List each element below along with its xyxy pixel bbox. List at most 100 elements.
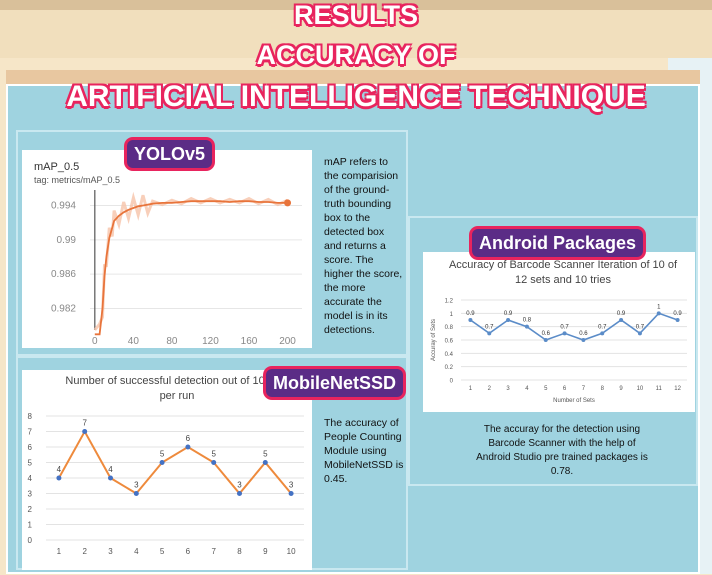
android-data-point — [487, 331, 492, 336]
yolo-label: YOLOv5 — [127, 140, 213, 168]
mobilenet-y-tick-label: 1 — [28, 521, 33, 530]
yolo-chart-title: mAP_0.5 — [34, 161, 79, 173]
android-data-point — [543, 338, 548, 342]
android-x-tick-label: 2 — [488, 386, 492, 392]
mobilenet-x-tick-label: 6 — [186, 547, 191, 556]
android-data-point — [619, 318, 624, 322]
mobilenet-data-point — [82, 429, 88, 434]
mobilenet-data-point — [133, 491, 139, 496]
mobilenet-data-label: 5 — [263, 450, 268, 459]
title-line-1: RESULTS — [293, 0, 418, 30]
mobilenet-chart-title: Number of successful detection out of 10… — [65, 375, 289, 402]
android-x-tick-label: 9 — [619, 386, 623, 392]
android-data-point — [581, 338, 586, 342]
yolo-smoothed-series — [94, 200, 288, 336]
background-stripe — [0, 0, 712, 10]
title-line-3: ARTIFICIAL INTELLIGENCE TECHNIQUE — [66, 80, 646, 113]
android-x-tick-label: 6 — [563, 386, 567, 392]
mobilenet-x-tick-label: 7 — [211, 547, 216, 556]
android-data-point — [656, 311, 661, 316]
android-data-label: 0.9 — [617, 311, 626, 317]
mobilenet-x-tick-label: 3 — [108, 547, 113, 556]
mobilenet-label: MobileNetSSD — [266, 369, 404, 397]
mobilenet-data-point — [56, 475, 62, 481]
android-x-tick-label: 11 — [656, 386, 663, 392]
android-y-tick-label: 0 — [450, 379, 454, 385]
android-data-label: 1 — [657, 304, 661, 310]
mobilenet-x-tick-label: 4 — [134, 547, 139, 556]
yolo-panel — [16, 130, 408, 356]
yolo-raw-series — [93, 191, 289, 331]
android-chart-title: Accuracy of Barcode Scanner Iteration of… — [448, 259, 678, 286]
mobilenet-x-tick-label: 8 — [237, 547, 242, 556]
android-x-tick-label: 12 — [674, 386, 681, 392]
mobilenet-y-tick-label: 5 — [28, 459, 33, 468]
android-chart-card: Accuracy of Barcode Scanner Iteration of… — [423, 252, 695, 412]
mobilenet-data-label: 5 — [160, 450, 165, 459]
mobilenet-y-tick-label: 8 — [28, 412, 33, 421]
android-data-label: 0.8 — [523, 318, 532, 324]
mobilenet-y-tick-label: 3 — [28, 490, 33, 499]
android-y-tick-label: 0.4 — [445, 352, 454, 358]
mobilenet-data-label: 3 — [134, 481, 139, 490]
mobilenet-y-tick-label: 7 — [28, 428, 33, 437]
mobilenet-description: The accuracy of People Counting Module u… — [324, 417, 404, 485]
mobilenet-data-label: 4 — [57, 465, 62, 474]
android-data-point — [600, 331, 605, 336]
android-y-tick-label: 1.2 — [445, 299, 454, 305]
yolo-x-tick-label: 120 — [202, 336, 219, 347]
android-label: Android Packages — [472, 229, 644, 257]
yolo-y-tick-label: 0.986 — [51, 269, 76, 280]
mobilenet-chart-card: Number of successful detection out of 10… — [22, 370, 312, 570]
android-x-tick-label: 10 — [637, 386, 644, 392]
yolo-y-tick-label: 0.982 — [51, 304, 76, 315]
mobilenet-data-label: 6 — [186, 434, 191, 443]
mobilenet-y-tick-label: 6 — [28, 443, 33, 452]
yolo-y-tick-label: 0.99 — [57, 235, 77, 246]
android-y-axis-label: Accuray of Sets — [431, 319, 437, 361]
android-data-point — [675, 318, 680, 322]
mobilenet-series-line — [58, 429, 292, 496]
mobilenet-data-label: 5 — [211, 450, 216, 459]
yolo-chart-card: mAP_0.5 tag: metrics/mAP_0.5 0.982 0.986 0… — [22, 150, 312, 348]
android-data-point — [468, 318, 473, 322]
android-data-label: 0.9 — [466, 311, 475, 317]
yolo-chart-subtitle: tag: metrics/mAP_0.5 — [34, 175, 120, 185]
mobilenet-x-tick-label: 5 — [160, 547, 165, 556]
android-series-line — [469, 312, 678, 341]
mobilenet-data-point — [108, 475, 113, 481]
android-x-tick-label: 3 — [506, 386, 510, 392]
mobilenet-data-label: 3 — [237, 481, 242, 490]
mobilenet-data-label: 3 — [289, 481, 294, 490]
yolo-x-tick-label: 40 — [128, 336, 140, 347]
android-x-tick-label: 7 — [582, 386, 586, 392]
mobilenet-chart: Number of successful detection out of 10… — [28, 375, 304, 556]
mobilenet-x-tick-label: 10 — [287, 547, 296, 556]
title-line-2: ACCURACY OF — [256, 40, 456, 70]
android-data-label: 0.7 — [560, 324, 569, 330]
mobilenet-data-point — [211, 460, 217, 465]
mobilenet-y-tick-label: 4 — [28, 474, 33, 483]
android-x-tick-label: 8 — [601, 386, 605, 392]
yolo-x-tick-label: 200 — [279, 336, 296, 347]
mobilenet-x-tick-label: 1 — [57, 547, 62, 556]
yolo-x-tick-label: 0 — [92, 336, 98, 347]
android-data-label: 0.7 — [598, 324, 607, 330]
android-data-point — [524, 324, 529, 329]
android-panel — [408, 216, 698, 486]
android-data-label: 0.6 — [579, 331, 588, 337]
mobilenet-y-tick-label: 2 — [28, 505, 33, 514]
yolo-description: mAP refers to the comparision of the gro… — [324, 156, 403, 336]
mobilenet-data-point — [262, 460, 268, 465]
mobilenet-data-point — [237, 491, 242, 496]
android-description: The accuray for the detection using Barc… — [476, 424, 648, 477]
android-y-tick-label: 0.6 — [445, 339, 454, 345]
mobilenet-data-point — [288, 491, 294, 496]
android-x-tick-label: 5 — [544, 386, 548, 392]
android-data-label: 0.9 — [504, 311, 513, 317]
android-data-point — [506, 318, 511, 322]
mobilenet-x-tick-label: 9 — [263, 547, 268, 556]
android-data-label: 0.7 — [485, 324, 494, 330]
mobilenet-data-label: 7 — [82, 419, 87, 428]
yolo-x-tick-label: 80 — [166, 336, 178, 347]
